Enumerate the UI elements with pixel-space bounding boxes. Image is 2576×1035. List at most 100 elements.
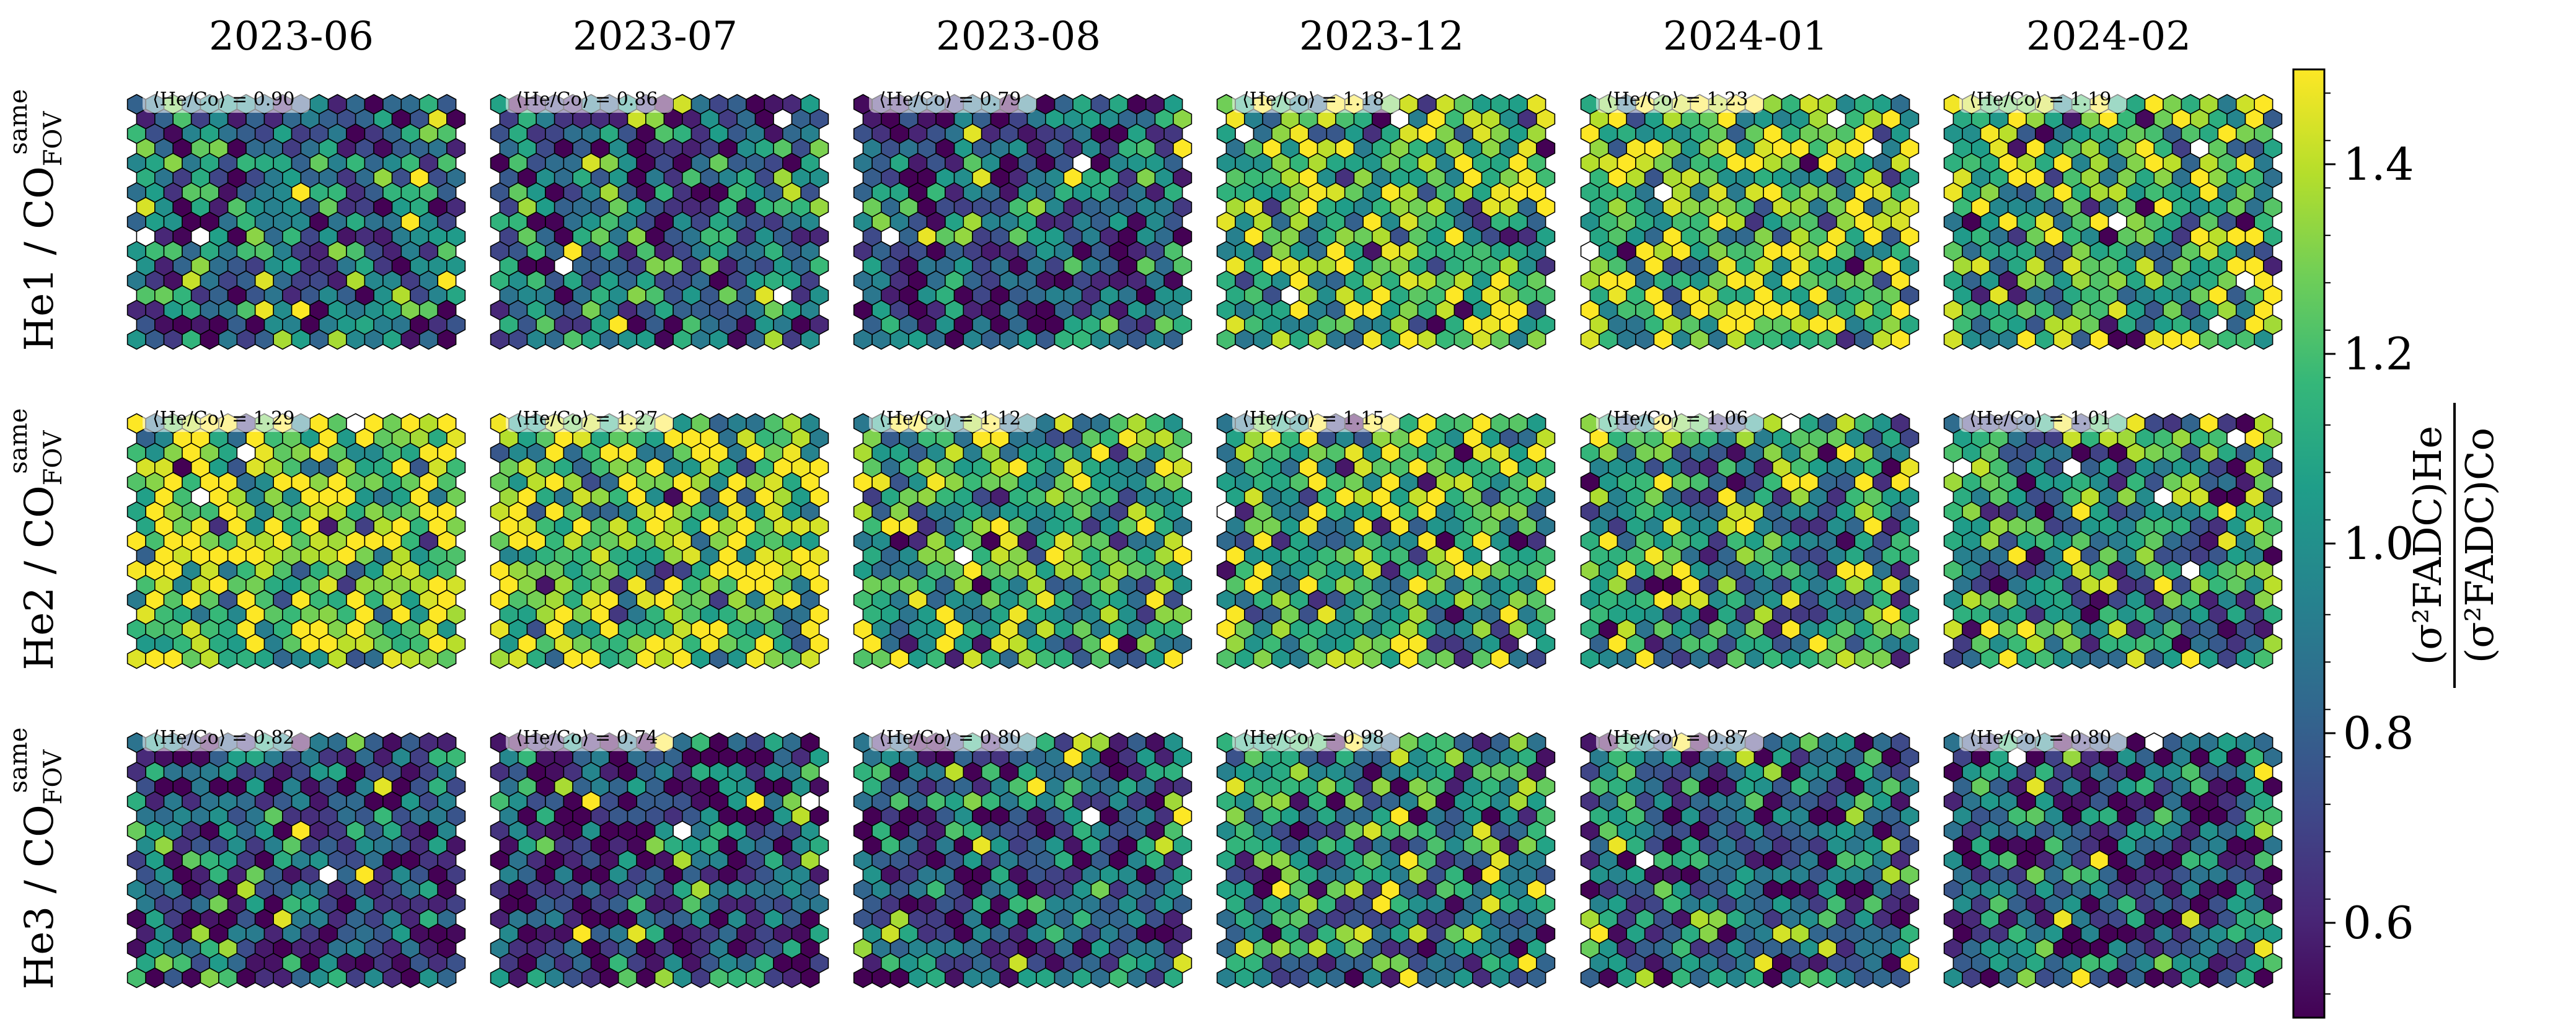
hex-pixel <box>418 648 439 669</box>
hex-pixel <box>673 967 692 989</box>
panel-he2-2023-08: ⟨He/Co⟩ = 1.12 <box>853 403 1193 669</box>
hex-pixel <box>853 648 873 669</box>
hex-pixel <box>2126 328 2146 350</box>
hex-pixel <box>382 967 402 989</box>
hex-pixel <box>563 967 583 989</box>
hex-pixel <box>1036 648 1056 669</box>
mean-ratio-label: ⟨He/Co⟩ = 0.98 <box>1242 727 1384 749</box>
panel-he3-2023-07: ⟨He/Co⟩ = 0.74 <box>490 723 829 989</box>
hex-pixel <box>1326 967 1346 989</box>
hex-pixel <box>690 328 710 350</box>
hex-pixel <box>1036 967 1056 989</box>
row-label-sup: same <box>4 408 33 474</box>
panel-he2-2024-01: ⟨He/Co⟩ = 1.06 <box>1580 403 1920 669</box>
hex-pixel <box>1836 328 1856 350</box>
hex-pixel <box>327 648 347 669</box>
hex-pixel <box>853 967 873 989</box>
hex-pixel <box>545 967 565 989</box>
panel-he2-2024-02: ⟨He/Co⟩ = 1.01 <box>1943 403 2283 669</box>
hex-pixel <box>999 967 1019 989</box>
hex-pixel <box>746 967 765 989</box>
hex-pixel <box>1326 648 1346 669</box>
hex-pixel <box>1090 328 1110 350</box>
hex-pixel <box>508 967 528 989</box>
hex-pixel <box>1235 967 1255 989</box>
hex-pixel <box>2181 328 2200 350</box>
hex-pixel <box>437 648 457 669</box>
hex-pixel <box>945 967 964 989</box>
row-label-main: He1 / CO <box>17 166 63 351</box>
hex-pixel <box>1763 328 1783 350</box>
hex-pixel <box>1653 648 1673 669</box>
hex-pixel <box>636 328 656 350</box>
hex-pixel <box>709 648 729 669</box>
hex-pixel <box>1453 967 1473 989</box>
hex-pixel <box>291 648 311 669</box>
hex-pixel <box>1943 328 1963 350</box>
hex-pixel <box>1072 967 1092 989</box>
row-label-sub: FOV <box>39 429 68 485</box>
hex-pixel <box>1235 648 1255 669</box>
hex-pixel <box>327 967 347 989</box>
hex-pixel <box>764 328 783 350</box>
row-label-sup: same <box>4 89 33 155</box>
row-label-he3: He3 / COFOVsame <box>4 728 68 990</box>
hex-pixel <box>1145 328 1165 350</box>
hex-pixel <box>1817 328 1837 350</box>
hex-pixel <box>364 328 384 350</box>
hex-pixel <box>764 648 783 669</box>
panel-he3-2023-08: ⟨He/Co⟩ = 0.80 <box>853 723 1193 989</box>
hex-pixel <box>690 967 710 989</box>
row-label-main: He2 / CO <box>17 485 63 670</box>
hex-pixel <box>1799 648 1819 669</box>
hex-pixel <box>599 648 619 669</box>
hex-pixel <box>1271 967 1291 989</box>
hex-pixel <box>291 328 311 350</box>
hex-pixel <box>1980 648 2000 669</box>
hex-pixel <box>1054 967 1074 989</box>
hex-pixel <box>727 648 747 669</box>
hex-pixel <box>981 967 1000 989</box>
hex-pixel <box>2089 328 2109 350</box>
hex-pixel <box>1890 328 1910 350</box>
hex-pixel <box>1399 328 1419 350</box>
hex-pixel <box>746 648 765 669</box>
hex-pixel <box>1163 648 1183 669</box>
hex-pixel <box>1527 328 1546 350</box>
hex-pixel <box>273 328 293 350</box>
hex-pixel <box>1289 648 1309 669</box>
hex-pixel <box>1326 328 1346 350</box>
hex-pixel <box>400 328 420 350</box>
mean-ratio-label: ⟨He/Co⟩ = 0.74 <box>516 727 658 749</box>
hex-pixel <box>2053 648 2073 669</box>
hex-pixel <box>908 967 928 989</box>
hex-pixel <box>1271 648 1291 669</box>
hex-pixel <box>782 648 801 669</box>
hex-pixel <box>581 648 601 669</box>
hex-pixel <box>1380 967 1400 989</box>
hex-pixel <box>1599 328 1618 350</box>
hex-pixel <box>2163 648 2182 669</box>
hex-pixel <box>2236 328 2255 350</box>
hex-pixel <box>1436 648 1455 669</box>
hex-pixel <box>2181 648 2200 669</box>
hex-pixel <box>545 328 565 350</box>
hex-pixel <box>1453 328 1473 350</box>
column-title: 2023-12 <box>1299 14 1464 59</box>
hex-pixel <box>1836 648 1856 669</box>
hex-pixel <box>346 328 366 350</box>
mean-ratio-label: ⟨He/Co⟩ = 1.29 <box>152 408 294 429</box>
hex-pixel <box>309 967 329 989</box>
panel-he1-2023-06: ⟨He/Co⟩ = 0.90 <box>126 84 466 350</box>
hex-pixel <box>800 328 820 350</box>
hex-pixel <box>1090 648 1110 669</box>
hex-pixel <box>1417 648 1437 669</box>
hex-pixel <box>746 328 765 350</box>
annotation-box <box>1232 84 1400 113</box>
hex-pixel <box>1890 648 1910 669</box>
hex-pixel <box>1726 328 1746 350</box>
hex-pixel <box>2199 328 2219 350</box>
hex-pixel <box>1490 328 1510 350</box>
hex-pixel <box>1781 648 1801 669</box>
